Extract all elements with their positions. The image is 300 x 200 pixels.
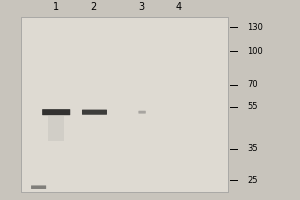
FancyBboxPatch shape (31, 185, 46, 189)
Text: 1: 1 (53, 2, 59, 12)
FancyBboxPatch shape (138, 111, 146, 114)
Text: 70: 70 (248, 80, 258, 89)
Text: 55: 55 (248, 102, 258, 111)
Text: 100: 100 (248, 47, 263, 56)
FancyBboxPatch shape (82, 110, 107, 115)
Text: 4: 4 (175, 2, 182, 12)
Text: 35: 35 (248, 144, 258, 153)
Text: 3: 3 (138, 2, 144, 12)
Text: 130: 130 (248, 23, 263, 32)
Bar (21, 17, 228, 192)
Text: 25: 25 (248, 176, 258, 185)
Text: 2: 2 (90, 2, 97, 12)
FancyBboxPatch shape (42, 109, 70, 115)
Bar (48, 116, 64, 141)
